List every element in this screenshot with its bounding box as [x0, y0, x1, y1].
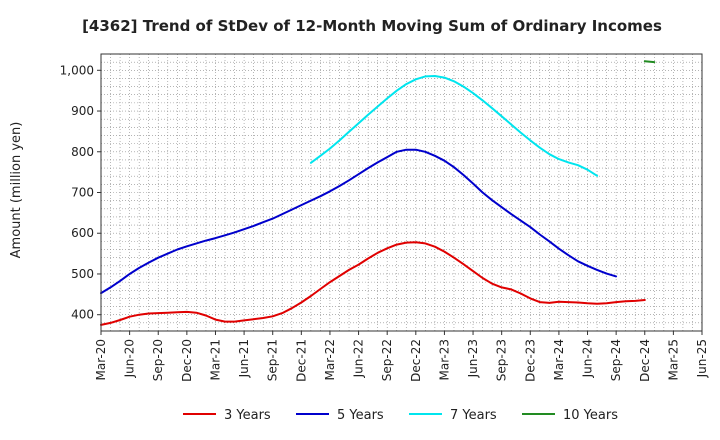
- y-tick-label: 400: [71, 308, 94, 322]
- x-tick-label: Mar-20: [94, 339, 108, 380]
- x-tick-label: Jun-25: [695, 339, 709, 378]
- x-tick-label: Sep-22: [380, 339, 394, 381]
- x-tick-label: Dec-24: [638, 339, 652, 382]
- x-tick-label: Sep-24: [609, 339, 623, 381]
- x-tick-label: Dec-21: [294, 339, 308, 382]
- legend-label: 5 Years: [337, 408, 384, 423]
- series-line-5-years: [100, 148, 618, 295]
- x-tick-label: Sep-20: [151, 339, 165, 381]
- x-tick-label: Jun-24: [581, 339, 595, 378]
- legend-label: 7 Years: [450, 408, 497, 423]
- legend-label: 10 Years: [563, 408, 618, 423]
- x-tick-label: Jun-22: [352, 339, 366, 378]
- x-tick-label: Sep-21: [266, 339, 280, 381]
- y-axis-label: Amount (million yen): [9, 122, 24, 259]
- series-line-7-years: [309, 75, 599, 177]
- x-tick-label: Mar-21: [208, 339, 222, 380]
- y-tick-label: 800: [71, 145, 94, 159]
- x-tick-label: Dec-22: [409, 339, 423, 382]
- chart-title: [4362] Trend of StDev of 12-Month Moving…: [82, 17, 662, 35]
- series-line-10-years: [643, 60, 656, 64]
- legend-label: 3 Years: [224, 408, 271, 423]
- x-tick-label: Mar-22: [323, 339, 337, 380]
- y-tick-label: 600: [71, 226, 94, 240]
- series-line-3-years: [100, 241, 646, 326]
- x-axis: Mar-20 Jun-20 Sep-20 Dec-20 Mar-21 Jun-21 Sep-…: [94, 331, 709, 382]
- x-tick-label: Jun-20: [123, 339, 137, 378]
- y-tick-label: 1,000: [60, 63, 94, 77]
- grid: [101, 54, 702, 331]
- x-tick-label: Mar-24: [552, 339, 566, 380]
- series-group: [100, 60, 656, 326]
- x-tick-label: Mar-23: [437, 339, 451, 380]
- y-tick-label: 500: [71, 267, 94, 281]
- y-axis: 400 500 600 700 800 900 1,000: [60, 63, 101, 322]
- legend: 3 Years 5 Years 7 Years 10 Years: [183, 408, 618, 423]
- y-tick-label: 900: [71, 104, 94, 118]
- x-tick-label: Dec-23: [523, 339, 537, 382]
- x-tick-label: Dec-20: [180, 339, 194, 382]
- x-tick-label: Jun-23: [466, 339, 480, 378]
- y-tick-label: 700: [71, 186, 94, 200]
- x-tick-label: Sep-23: [495, 339, 509, 381]
- x-tick-label: Mar-25: [666, 339, 680, 380]
- x-tick-label: Jun-21: [237, 339, 251, 378]
